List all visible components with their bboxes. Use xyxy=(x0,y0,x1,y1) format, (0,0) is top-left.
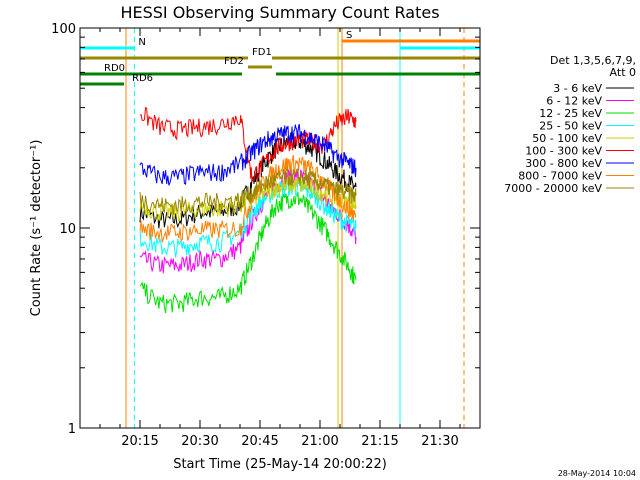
observing-flag-bars: N S FD1 FD2 RD0 RD6 xyxy=(80,30,480,86)
x-axis-label: Start Time (25-May-14 20:00:22) xyxy=(173,457,387,472)
legend-label-25-50-kev: 25 - 50 keV xyxy=(539,120,602,133)
flag-label-fd2: FD2 xyxy=(224,56,244,67)
chart-title: HESSI Observing Summary Count Rates xyxy=(120,3,439,22)
flag-label-s: S xyxy=(346,30,352,41)
legend-label-800-7000-kev: 800 - 7000 keV xyxy=(518,170,602,183)
series-line-25-50-kev xyxy=(139,178,357,258)
series-line-800-7000-kev xyxy=(139,154,357,243)
legend-label-50-100-kev: 50 - 100 keV xyxy=(532,132,602,145)
flag-label-fd1: FD1 xyxy=(252,47,272,58)
series-line-100-300-kev xyxy=(139,106,357,182)
footer-timestamp: 28-May-2014 10:04 xyxy=(558,469,636,478)
legend-label-300-800-kev: 300 - 800 keV xyxy=(525,157,602,170)
flag-label-n: N xyxy=(138,37,145,48)
y-tick-label-0: 1 xyxy=(68,422,76,437)
flag-label-rd0: RD0 xyxy=(104,63,125,74)
y-axis-label: Count Rate (s⁻¹ detector⁻¹) xyxy=(29,140,44,317)
series-line-12-25-kev xyxy=(139,191,357,314)
series-line-7000-20000-kev xyxy=(139,166,357,215)
x-tick-label-5: 21:30 xyxy=(421,434,458,449)
legend-label-100-300-kev: 100 - 300 keV xyxy=(525,145,602,158)
y-tick-label-2: 100 xyxy=(51,22,76,37)
legend-header-1: Att 0 xyxy=(610,66,636,79)
y-tick-label-1: 10 xyxy=(59,222,76,237)
flag-label-rd6: RD6 xyxy=(132,73,153,84)
x-tick-label-4: 21:15 xyxy=(361,434,398,449)
series-line-300-800-kev xyxy=(139,124,357,186)
legend-label-7000-20000-kev: 7000 - 20000 keV xyxy=(504,182,602,195)
legend-label-3-6-kev: 3 - 6 keV xyxy=(553,82,602,95)
series-group xyxy=(139,106,357,314)
legend-label-6-12-kev: 6 - 12 keV xyxy=(546,95,602,108)
series-line-3-6-kev xyxy=(139,132,357,229)
legend-label-12-25-kev: 12 - 25 keV xyxy=(539,107,602,120)
x-tick-label-1: 20:30 xyxy=(181,434,218,449)
x-tick-label-2: 20:45 xyxy=(241,434,278,449)
legend-header-0: Det 1,3,5,6,7,9, xyxy=(550,54,636,67)
x-tick-label-3: 21:00 xyxy=(301,434,338,449)
vertical-markers xyxy=(79,28,465,428)
axes-group: 20:15 20:30 20:45 21:00 21:15 21:30 1 10 100 xyxy=(51,22,481,449)
x-tick-label-0: 20:15 xyxy=(121,434,158,449)
